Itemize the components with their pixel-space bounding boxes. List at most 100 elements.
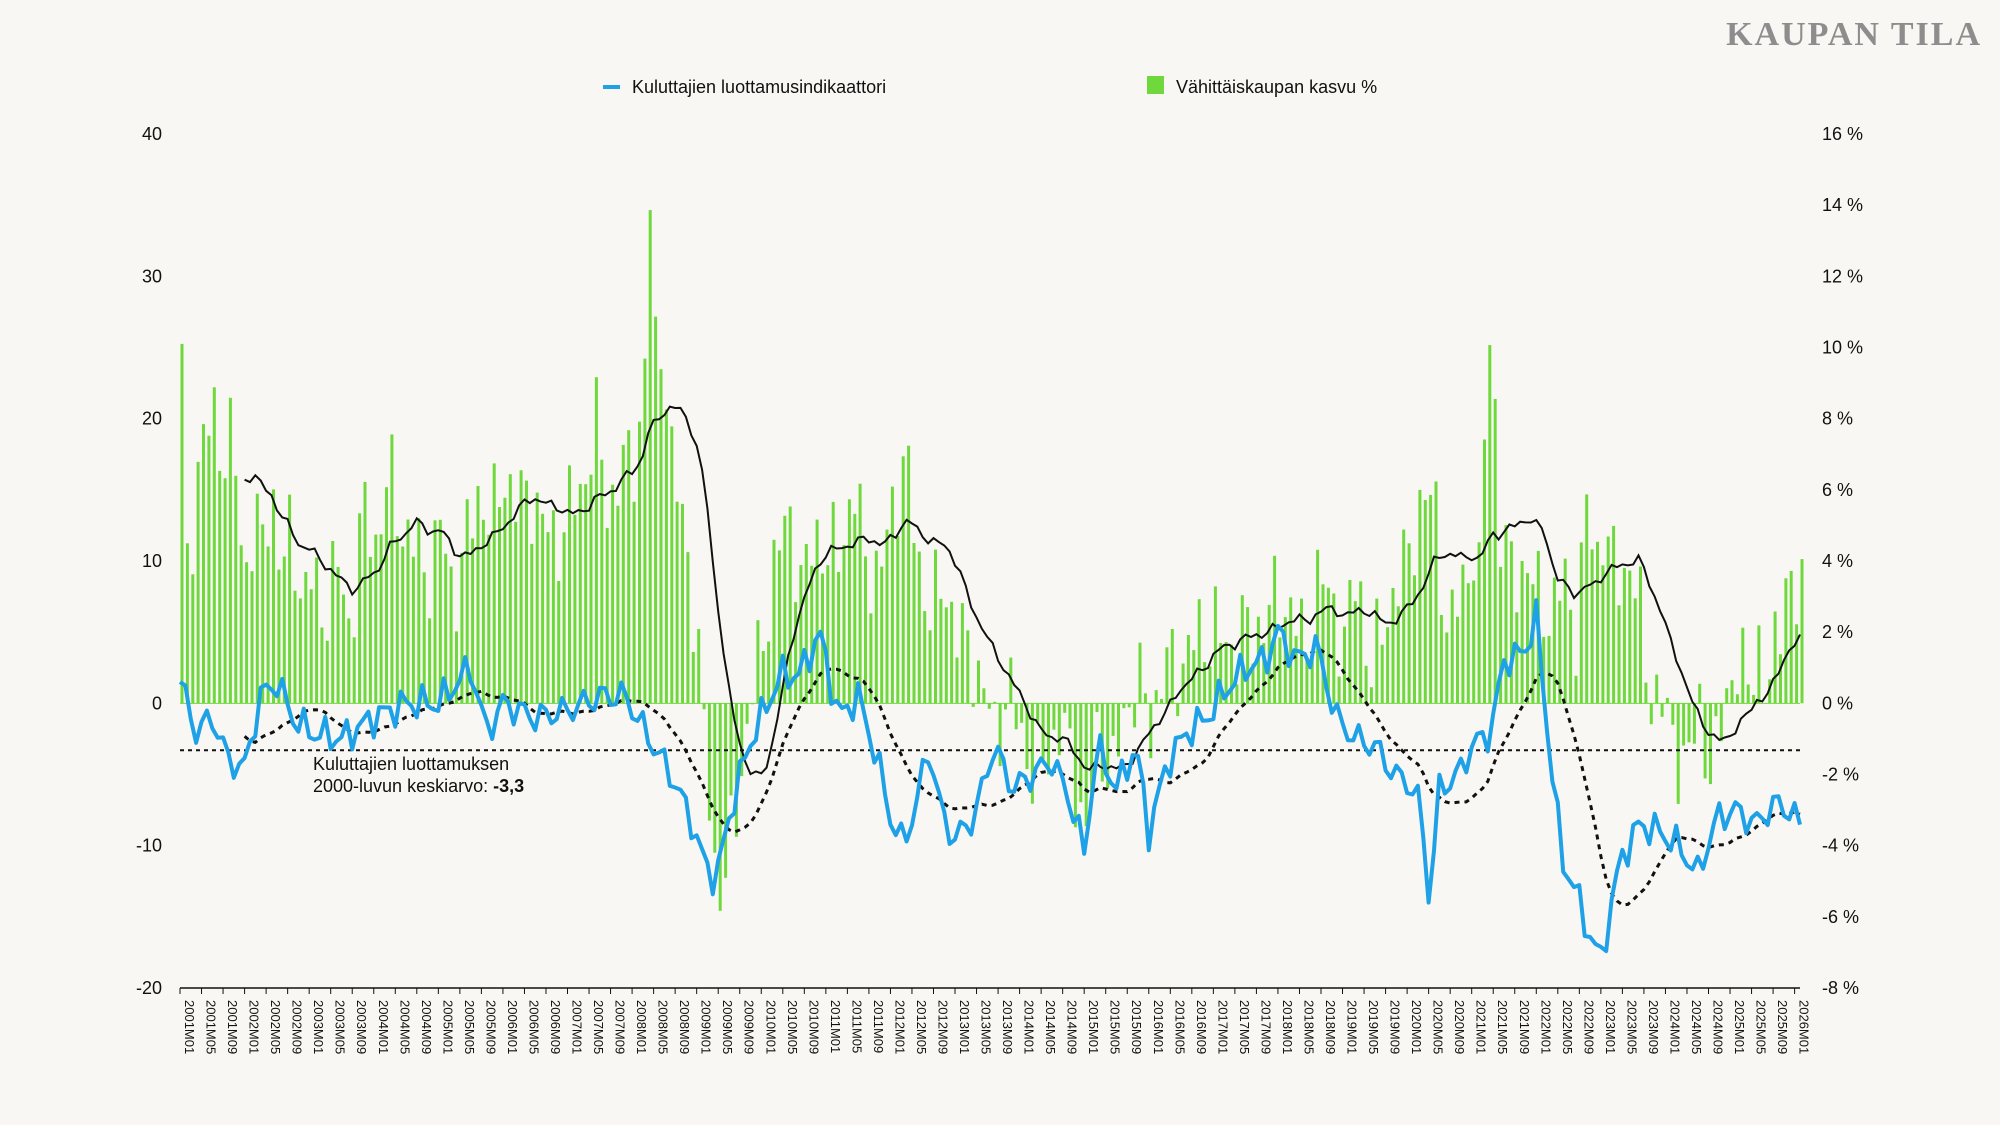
x-axis-tick-label: 2004M09: [419, 1000, 434, 1054]
x-axis-tick-label: 2005M01: [440, 1000, 455, 1054]
sales-bar: [944, 607, 948, 704]
x-axis-tick-label: 2006M09: [548, 1000, 563, 1054]
sales-bar: [1445, 632, 1449, 704]
sales-bar: [557, 581, 561, 704]
sales-bar: [804, 544, 808, 704]
sales-bar: [352, 637, 356, 704]
sales-bar: [1439, 615, 1443, 704]
sales-bar: [1068, 703, 1072, 729]
sales-bar: [1585, 494, 1589, 704]
sales-bar: [347, 618, 351, 704]
sales-bar: [1735, 694, 1739, 704]
sales-bar: [993, 701, 997, 704]
legend: Kuluttajien luottamusindikaattori Vähitt…: [603, 76, 1377, 97]
sales-bar: [831, 501, 835, 704]
x-axis-tick-label: 2024M05: [1689, 1000, 1704, 1054]
sales-bar: [1369, 687, 1373, 704]
x-axis-tick-label: 2018M05: [1302, 1000, 1317, 1054]
x-axis-tick-label: 2015M09: [1129, 1000, 1144, 1054]
left-axis-tick-label: 30: [142, 266, 162, 286]
sales-bar: [1127, 703, 1131, 708]
sales-bar: [783, 515, 787, 704]
sales-bar: [433, 520, 437, 704]
sales-bar: [1273, 555, 1277, 704]
sales-bar: [525, 480, 528, 704]
sales-bar: [1219, 643, 1223, 704]
sales-bar: [1665, 697, 1669, 704]
sales-bar: [535, 492, 539, 704]
sales-bar: [309, 589, 313, 704]
x-axis-tick-label: 2026M01: [1797, 1000, 1812, 1054]
x-axis-tick-label: 2007M01: [570, 1000, 585, 1054]
x-axis-tick-label: 2017M05: [1237, 1000, 1252, 1054]
sales-bar: [1326, 587, 1330, 704]
sales-bar: [1488, 345, 1492, 704]
x-axis-tick-label: 2006M05: [527, 1000, 542, 1054]
sales-bar: [1143, 693, 1147, 704]
sales-bar: [476, 486, 480, 704]
sales-bar: [869, 613, 873, 704]
sales-bar: [465, 499, 469, 704]
left-axis-tick-label: -20: [136, 978, 162, 998]
sales-bar: [955, 657, 959, 704]
sales-bar: [498, 507, 501, 704]
sales-bar: [971, 703, 975, 707]
x-axis-tick-label: 2019M01: [1345, 1000, 1360, 1054]
right-axis-tick-label: 16 %: [1822, 124, 1863, 144]
sales-bar: [1289, 597, 1293, 704]
x-axis-tick-label: 2004M05: [397, 1000, 412, 1054]
sales-bar: [1628, 570, 1632, 704]
x-axis-tick-label: 2020M01: [1409, 1000, 1424, 1054]
sales-bar: [788, 506, 792, 704]
x-axis-tick-label: 2022M05: [1560, 1000, 1575, 1054]
x-axis-tick-label: 2003M01: [311, 1000, 326, 1054]
sales-bar: [1746, 684, 1750, 704]
sales-bar: [907, 445, 911, 704]
x-axis-tick-label: 2010M05: [785, 1000, 800, 1054]
sales-bar: [691, 652, 695, 704]
left-axis-tick-label: -10: [136, 836, 162, 856]
x-axis-tick-label: 2011M09: [871, 1000, 886, 1053]
x-axis-tick-label: 2017M09: [1258, 1000, 1273, 1054]
sales-bar: [1073, 703, 1077, 828]
x-axis-tick-label: 2021M01: [1474, 1000, 1489, 1054]
x-axis-tick-label: 2009M05: [720, 1000, 735, 1054]
sales-bar: [648, 210, 652, 704]
sales-bar: [1423, 500, 1427, 704]
sales-bar: [551, 510, 555, 704]
x-axis-tick-label: 2021M09: [1517, 1000, 1532, 1054]
sales-bar: [320, 627, 324, 704]
sales-bar: [1396, 606, 1400, 704]
sales-bar: [228, 397, 232, 704]
sales-bar: [250, 571, 254, 704]
sales-bar: [455, 631, 458, 704]
sales-bar: [1262, 643, 1266, 704]
sales-bar: [756, 620, 760, 704]
sales-bar: [998, 703, 1002, 767]
sales-bar: [1483, 439, 1486, 704]
sales-bar: [1520, 561, 1524, 704]
x-axis-tick-label: 2025M05: [1754, 1000, 1769, 1054]
right-axis: -8 % -6 % -4 % -2 % 0 % 2 % 4 % 6 % 8 % 10 % 12 % 1…: [1822, 124, 1863, 998]
sales-bar: [1057, 703, 1061, 756]
sales-bar: [1160, 698, 1163, 704]
x-axis-tick-label: 2011M01: [828, 1000, 843, 1053]
sales-bar: [234, 475, 238, 704]
sales-bar: [1757, 625, 1761, 704]
sales-bar: [1154, 690, 1158, 704]
sales-bar: [707, 703, 711, 821]
sales-bar: [1117, 703, 1120, 757]
sales-bar: [767, 641, 771, 704]
sales-bar: [718, 703, 722, 911]
right-axis-tick-label: 2 %: [1822, 622, 1853, 642]
sales-bar: [207, 435, 211, 704]
sales-bar: [331, 541, 335, 704]
sales-bar: [1429, 494, 1433, 704]
sales-bar: [880, 566, 884, 704]
sales-bar: [853, 513, 857, 704]
sales-bar: [1111, 703, 1115, 736]
sales-bar: [1671, 703, 1675, 725]
x-axis-tick-label: 2013M01: [957, 1000, 972, 1054]
x-axis-tick-label: 2017M01: [1215, 1000, 1230, 1054]
x-axis-tick-label: 2013M05: [979, 1000, 994, 1054]
